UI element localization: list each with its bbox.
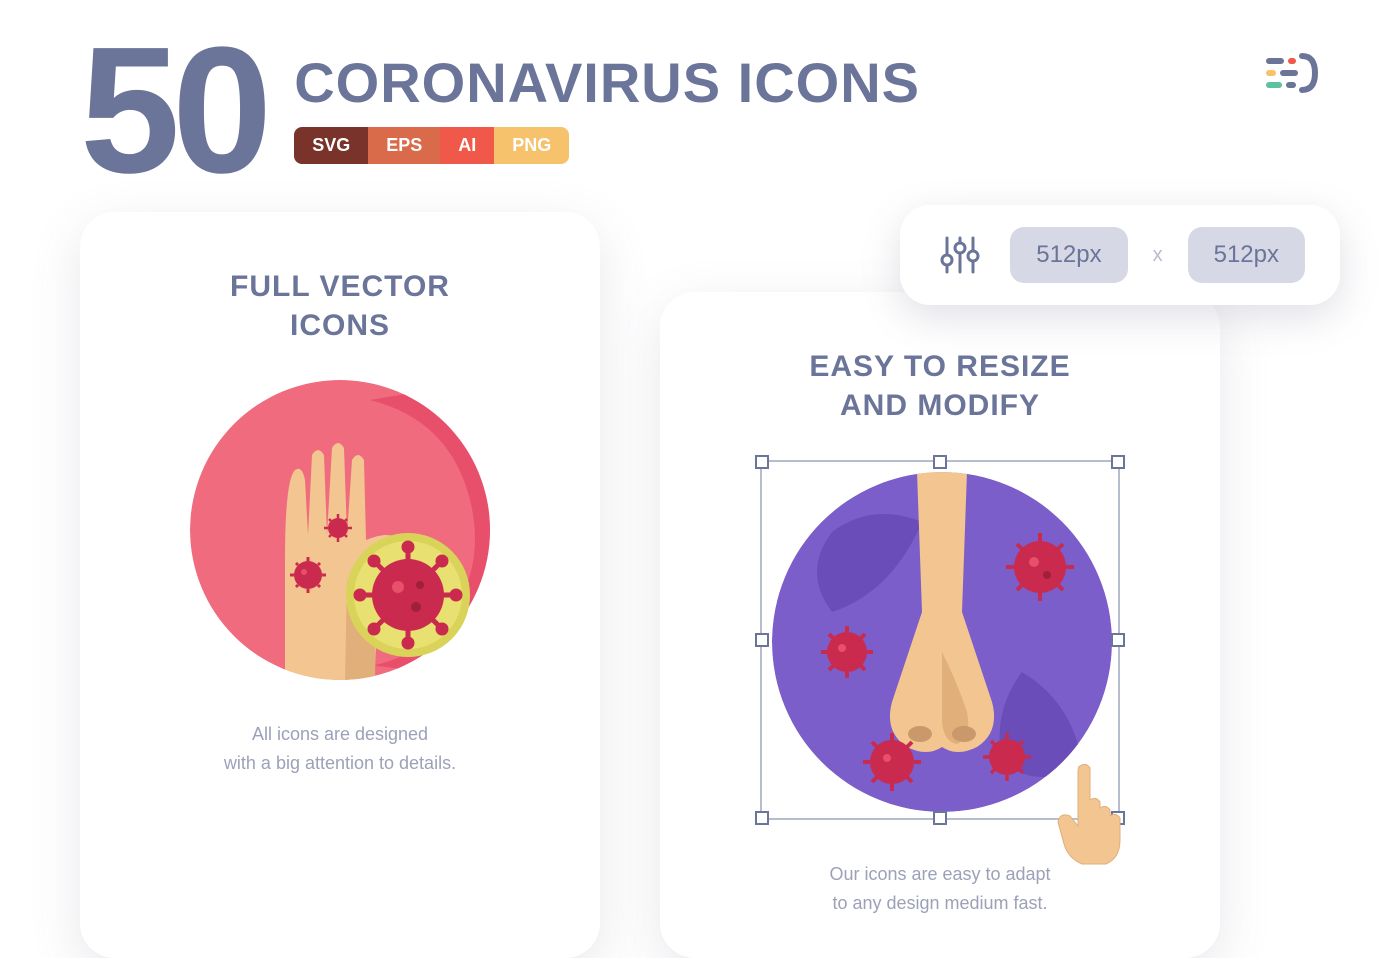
resize-handle-tm[interactable] [933,455,947,469]
badge-svg: SVG [294,127,368,164]
badge-eps: EPS [368,127,440,164]
badge-png: PNG [494,127,569,164]
header: 50 CORONAVIRUS ICONS SVG EPS AI PNG [0,0,1400,192]
resize-handle-bl[interactable] [755,811,769,825]
card-right-title-line2: AND MODIFY [840,389,1040,422]
card-easy-resize: EASY TO RESIZE AND MODIFY [660,292,1220,958]
cards-row: FULL VECTOR ICONS [0,192,1400,958]
hand-virus-icon [190,380,490,680]
main-title: CORONAVIRUS ICONS [294,50,920,115]
card-left-desc-line2: with a big attention to details. [224,753,456,773]
height-value[interactable]: 512px [1188,227,1305,283]
sliders-icon [935,230,985,280]
badge-ai: AI [440,127,494,164]
card-left-title: FULL VECTOR ICONS [130,267,550,345]
card-right-title: EASY TO RESIZE AND MODIFY [710,347,1170,425]
card-right-desc-line2: to any design medium fast. [832,893,1047,913]
resize-handle-mr[interactable] [1111,633,1125,647]
resize-bounding-box[interactable] [760,460,1120,820]
resize-handle-tr[interactable] [1111,455,1125,469]
width-value[interactable]: 512px [1010,227,1127,283]
card-left-title-line1: FULL VECTOR [230,270,450,303]
format-badges: SVG EPS AI PNG [294,127,920,164]
card-full-vector: FULL VECTOR ICONS [80,212,600,958]
card-left-desc-line1: All icons are designed [252,724,428,744]
card-right-title-line1: EASY TO RESIZE [809,350,1070,383]
card-right-desc: Our icons are easy to adapt to any desig… [710,860,1170,918]
resize-handle-ml[interactable] [755,633,769,647]
card-left-desc: All icons are designed with a big attent… [130,720,550,778]
brand-logo-icon [1260,50,1320,110]
card-right-desc-line1: Our icons are easy to adapt [829,864,1050,884]
size-separator: x [1153,244,1163,267]
card-left-title-line2: ICONS [290,309,390,342]
size-control-panel: 512px x 512px [900,205,1340,305]
resize-handle-bm[interactable] [933,811,947,825]
pointer-hand-icon [1048,758,1138,868]
title-block: CORONAVIRUS ICONS SVG EPS AI PNG [294,30,920,164]
resize-handle-tl[interactable] [755,455,769,469]
icon-count-number: 50 [80,30,264,192]
